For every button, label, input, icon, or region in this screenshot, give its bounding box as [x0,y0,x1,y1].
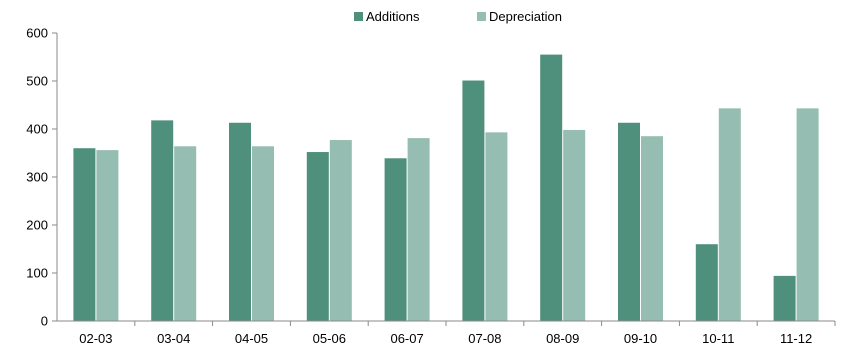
bar-additions-11-12 [773,275,796,321]
bar-depreciation-03-04 [174,146,197,321]
bars [73,54,819,322]
y-tick-label: 300 [26,170,48,185]
y-tick-label: 400 [26,122,48,137]
y-axis-ticks: 0 100 200 300 400 500 600 [26,26,57,329]
x-tick-label: 03-04 [157,331,190,346]
x-tick-label: 05-06 [313,331,346,346]
x-tick-label: 07-08 [468,331,501,346]
y-tick-label: 0 [41,314,48,329]
bar-depreciation-04-05 [252,146,274,321]
bar-additions-02-03 [73,148,96,321]
bar-depreciation-10-11 [718,108,741,321]
bar-additions-09-10 [618,122,640,321]
x-tick-label: 09-10 [624,331,657,346]
x-tick-label: 04-05 [235,331,268,346]
bar-additions-03-04 [151,120,174,321]
bar-additions-08-09 [540,54,563,321]
legend: Additions Depreciation [354,9,562,24]
legend-swatch-additions [354,12,363,21]
legend-swatch-depreciation [477,12,486,21]
x-tick-label: 08-09 [546,331,579,346]
x-tick-label: 06-07 [390,331,423,346]
bar-depreciation-11-12 [796,108,819,321]
bar-additions-10-11 [695,244,718,321]
bar-additions-06-07 [384,158,407,321]
bar-additions-04-05 [229,122,251,321]
x-tick-label: 10-11 [702,331,734,346]
y-tick-label: 200 [26,218,48,233]
bar-depreciation-09-10 [641,136,663,321]
y-tick-label: 100 [26,266,48,281]
x-axis-labels: 02-03 03-04 04-05 05-06 06-07 07-08 08-09 09-10… [79,321,836,346]
y-tick-label: 600 [26,26,48,41]
bar-additions-07-08 [462,80,485,322]
y-tick-label: 500 [26,74,48,89]
legend-label-additions: Additions [366,9,420,24]
bar-depreciation-08-09 [563,129,586,321]
bar-additions-05-06 [306,152,329,321]
bar-depreciation-02-03 [96,150,119,321]
bar-depreciation-07-08 [485,132,508,321]
x-tick-label: 11-12 [780,331,812,346]
x-tick-label: 02-03 [79,331,112,346]
legend-label-depreciation: Depreciation [489,9,562,24]
bar-depreciation-05-06 [329,140,352,321]
bar-depreciation-06-07 [407,138,430,321]
